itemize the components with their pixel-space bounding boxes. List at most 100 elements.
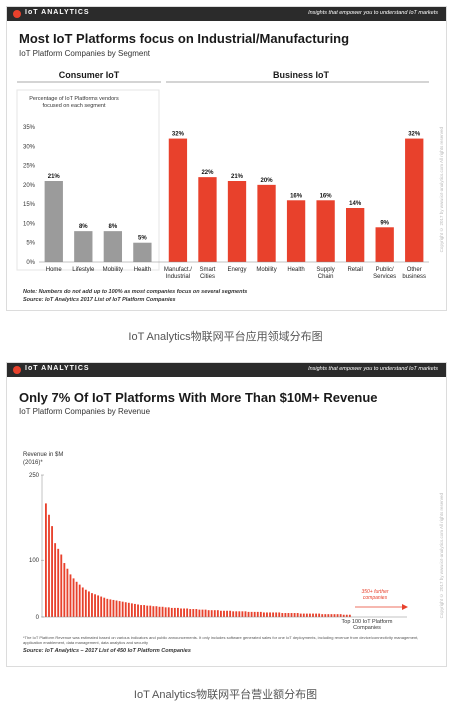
bar xyxy=(109,599,112,617)
note: Note: Numbers do not add up to 100% as m… xyxy=(23,289,248,295)
category-label: Supply Chain xyxy=(316,267,334,280)
bar xyxy=(63,563,66,617)
footnote: *The IoT Platform Revenue was estimated … xyxy=(23,635,419,645)
bar xyxy=(315,613,318,617)
bar xyxy=(195,609,198,617)
bar xyxy=(152,606,155,617)
category-label: Lifestyle xyxy=(72,267,95,273)
bar xyxy=(324,614,327,617)
bar xyxy=(186,608,189,617)
bar xyxy=(198,609,201,617)
bar xyxy=(229,610,232,617)
data-label: 16% xyxy=(290,193,303,199)
bar xyxy=(112,599,115,617)
bar xyxy=(375,227,394,262)
bar xyxy=(336,614,339,617)
annotation-label: 350+ further companies xyxy=(361,589,389,601)
bar xyxy=(60,554,63,617)
bar xyxy=(127,602,130,617)
bar xyxy=(339,614,342,617)
bar xyxy=(201,609,204,617)
bar xyxy=(219,610,222,617)
bar xyxy=(299,613,302,617)
category-label: Health xyxy=(287,267,304,273)
y-tick-label: 35% xyxy=(23,125,36,131)
bar xyxy=(167,607,170,617)
data-label: 32% xyxy=(172,132,185,138)
bar xyxy=(106,598,109,617)
data-label: 5% xyxy=(138,236,147,242)
data-label: 9% xyxy=(380,220,389,226)
y-tick-label: 20% xyxy=(23,183,36,189)
bar xyxy=(158,606,161,617)
category-label: Other business xyxy=(402,267,426,280)
source: Source: IoT Analytics – 2017 List of 450… xyxy=(23,648,191,654)
bar xyxy=(103,597,106,617)
brand-name: IoT ANALYTICS xyxy=(25,9,90,16)
bar xyxy=(100,596,103,617)
bar xyxy=(168,138,188,262)
bar xyxy=(69,574,72,617)
category-label: Energy xyxy=(227,267,246,273)
tagline: Insights that empower you to understand … xyxy=(308,10,438,16)
bar xyxy=(318,613,321,617)
data-label: 20% xyxy=(261,178,274,184)
bar xyxy=(137,604,139,617)
category-label: Retail xyxy=(347,267,362,273)
bar xyxy=(94,594,96,617)
bar xyxy=(232,611,235,617)
copyright: Copyright © 2017 by www.iot-analytics.co… xyxy=(439,493,444,619)
bar xyxy=(281,613,284,617)
bar xyxy=(177,607,179,617)
bar xyxy=(173,607,176,617)
bar xyxy=(91,593,93,617)
annotation-arrow-head xyxy=(402,604,408,610)
bar xyxy=(302,613,305,617)
bar xyxy=(210,610,213,617)
brand-name: IoT ANALYTICS xyxy=(25,365,90,372)
bar xyxy=(155,606,158,617)
bar xyxy=(259,611,262,617)
bar xyxy=(290,613,293,617)
bar xyxy=(118,601,121,617)
bar xyxy=(72,578,75,617)
bar xyxy=(278,612,281,617)
bar xyxy=(284,613,287,617)
category-label: Public/Services xyxy=(373,267,396,280)
bar xyxy=(309,613,311,617)
x-axis-label: Top 100 IoT Platform Companies xyxy=(341,619,393,631)
bar xyxy=(48,514,50,617)
bar xyxy=(134,603,136,617)
copyright: Copyright © 2017 by www.iot-analytics.co… xyxy=(439,127,444,253)
slide-segment-chart: IoT ANALYTICS Insights that empower you … xyxy=(6,6,447,311)
category-label: Smart Cities xyxy=(199,267,215,280)
bar xyxy=(238,611,241,617)
bar xyxy=(57,548,60,617)
bar xyxy=(189,609,192,617)
chart-subtitle: IoT Platform Companies by Segment xyxy=(19,49,151,58)
y-axis-label: Revenue in $M (2016)* xyxy=(23,452,64,466)
y-tick-label: 10% xyxy=(23,221,36,227)
bar xyxy=(257,184,276,262)
slide-revenue-chart: IoT ANALYTICS Insights that empower you … xyxy=(6,362,447,667)
bar xyxy=(78,584,81,617)
bar xyxy=(192,609,195,617)
bar xyxy=(244,611,247,617)
y-tick-label: 25% xyxy=(23,164,36,170)
data-label: 8% xyxy=(109,224,118,230)
bar xyxy=(66,568,69,617)
bar xyxy=(333,614,336,617)
header-bar: IoT ANALYTICS Insights that empower you … xyxy=(7,363,446,377)
bar xyxy=(345,208,365,262)
bar xyxy=(247,611,250,617)
bar xyxy=(207,610,210,617)
bar xyxy=(133,242,152,262)
bar xyxy=(286,200,306,262)
y-tick-label: 5% xyxy=(26,241,35,247)
bar xyxy=(213,610,216,617)
y-tick-label: 250 xyxy=(29,473,40,479)
bar xyxy=(241,611,244,617)
bar xyxy=(183,608,185,617)
bar xyxy=(296,613,299,617)
source: Source: IoT Analytics 2017 List of IoT P… xyxy=(23,297,176,303)
